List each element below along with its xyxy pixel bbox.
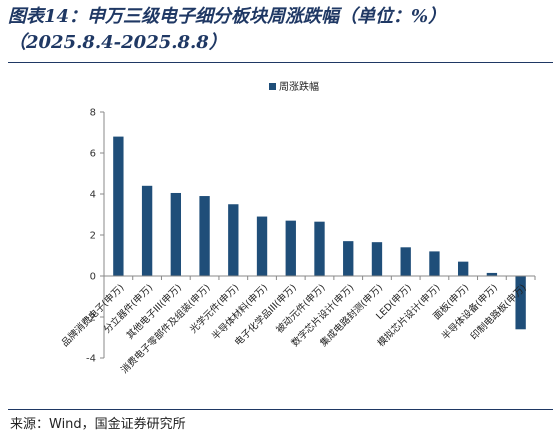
bar [400, 247, 411, 276]
chart-title: 图表14：申万三级电子细分板块周涨跌幅（单位：%） （2025.8.4-2025… [8, 4, 556, 56]
bar [314, 221, 325, 276]
y-tick-label: -4 [86, 354, 96, 365]
y-tick-label: 0 [90, 272, 96, 283]
title-line-2: （2025.8.4-2025.8.8） [8, 32, 227, 53]
y-tick-label: 4 [90, 190, 96, 201]
bar-chart: -4-202468周涨跌幅品牌消费电子(申万)分立器件(申万)其他电子III(申… [59, 80, 536, 376]
bar [457, 261, 469, 276]
legend-swatch [269, 83, 276, 90]
x-category-label: 分立器件(申万) [101, 282, 155, 336]
y-tick-label: 8 [90, 108, 96, 119]
bar [486, 272, 498, 276]
y-tick-label: 2 [90, 231, 96, 242]
bar [371, 242, 383, 276]
bar [141, 185, 153, 276]
bottom-rule [8, 409, 553, 410]
y-tick-label: 6 [90, 149, 96, 160]
top-rule [8, 62, 553, 63]
x-category-label: 被动元件(申万) [274, 282, 328, 336]
bar [113, 136, 124, 276]
source-note: 来源：Wind，国金证券研究所 [10, 417, 186, 432]
bar [228, 204, 239, 276]
bar [256, 216, 268, 276]
bar [343, 241, 354, 276]
x-category-label: 光学元件(申万) [187, 282, 241, 336]
bar [170, 192, 182, 276]
title-line-1: 图表14：申万三级电子细分板块周涨跌幅（单位：%） [8, 6, 447, 27]
bar [199, 196, 210, 276]
y-tick-label: -2 [86, 313, 96, 324]
bar [429, 251, 440, 276]
bar [515, 276, 526, 330]
bar [285, 220, 296, 276]
legend-label: 周涨跌幅 [279, 80, 319, 93]
